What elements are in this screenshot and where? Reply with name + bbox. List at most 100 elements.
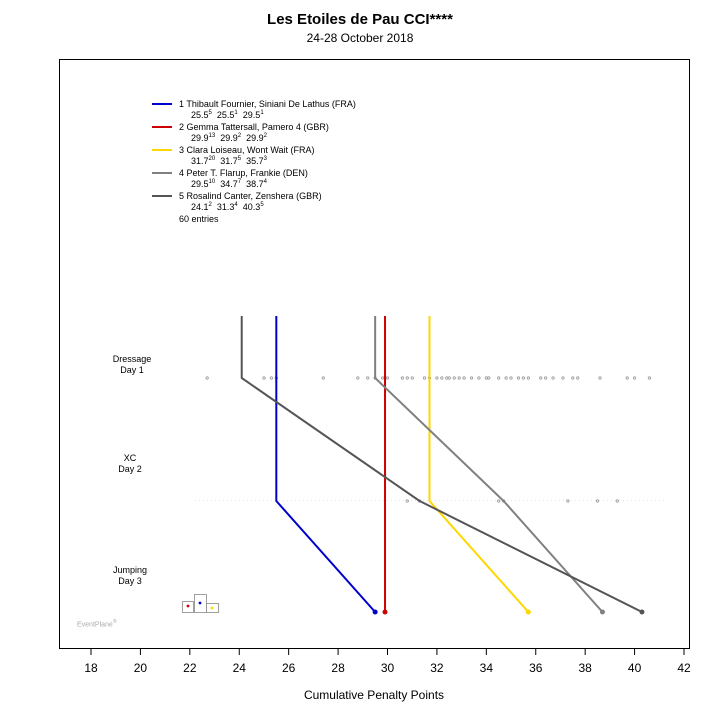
legend-score: 25.5 <box>191 110 209 120</box>
stage-label-line2: Day 1 <box>120 365 144 375</box>
legend-entries-count: 60 entries <box>179 214 219 224</box>
legend-score-rank: 1 <box>234 110 238 116</box>
legend-score-rank: 2 <box>237 133 242 139</box>
field-dot <box>422 376 427 380</box>
field-dot <box>504 376 508 380</box>
brand-name: EventPlane <box>77 621 113 629</box>
field-dot <box>457 376 461 380</box>
field-dot <box>598 376 602 380</box>
x-tick-label: 22 <box>183 661 197 675</box>
chart-subtitle: 24-28 October 2018 <box>306 31 414 45</box>
x-axis-label: Cumulative Penalty Points <box>303 688 445 702</box>
field-dot <box>561 376 565 380</box>
field-dot <box>385 376 390 380</box>
legend-score: 38.7 <box>246 179 264 189</box>
field-dot <box>410 376 414 380</box>
legend-rider-horse: 2 Gemma Tattersall, Pamero 4 (GBR) <box>179 122 329 132</box>
series-line <box>240 316 643 613</box>
series-line <box>275 316 376 613</box>
legend-score-rank: 3 <box>263 156 267 162</box>
legend-score: 31.7 <box>220 156 238 166</box>
legend-score: 29.9 <box>191 133 209 143</box>
legend-scores: 29.510 34.77 38.74 <box>191 179 267 190</box>
field-dot <box>487 376 491 380</box>
x-tick-label: 20 <box>134 661 148 675</box>
field-dot <box>551 376 555 380</box>
legend-score: 29.5 <box>191 179 209 189</box>
x-tick-label: 38 <box>578 661 592 675</box>
legend-score-rank: 4 <box>234 202 238 208</box>
legend-swatch <box>152 149 172 151</box>
x-tick-label: 42 <box>677 661 691 675</box>
field-dot <box>615 499 619 503</box>
series-end-point <box>525 609 531 615</box>
field-dot <box>647 376 652 380</box>
field-dot <box>445 376 449 380</box>
field-dot <box>544 376 548 380</box>
field-dot <box>632 376 637 380</box>
field-dot <box>521 376 525 380</box>
legend-score-rank: 5 <box>260 202 264 208</box>
legend-score: 40.3 <box>242 202 261 212</box>
brand-logo: EventPlane® <box>77 619 117 628</box>
stage-label-line1: Jumping <box>112 565 148 575</box>
field-dot <box>435 376 439 380</box>
x-tick-label: 34 <box>480 661 494 675</box>
field-dot <box>469 376 474 380</box>
stage-label-jumping: Jumping Day 3 <box>95 565 165 587</box>
legend-score-rank: 7 <box>237 179 242 185</box>
field-dot <box>405 499 409 503</box>
field-dot <box>205 376 209 380</box>
series-line <box>374 316 604 613</box>
field-dot <box>571 376 575 380</box>
legend-score: 29.9 <box>220 133 238 143</box>
legend-scores: 25.55 25.51 29.51 <box>191 110 264 121</box>
field-dot <box>484 376 488 380</box>
field-dot <box>262 376 266 380</box>
field-dot <box>447 376 451 380</box>
series-line <box>428 316 530 613</box>
legend-score-rank: 1 <box>260 110 264 116</box>
field-dot <box>576 376 580 380</box>
legend-score: 25.5 <box>216 110 235 120</box>
x-tick-label: 26 <box>282 661 296 675</box>
field-dot <box>321 376 325 380</box>
legend-score: 35.7 <box>246 156 264 166</box>
x-tick-label: 32 <box>430 661 444 675</box>
x-tick-label: 40 <box>628 661 642 675</box>
field-dot <box>462 376 466 380</box>
field-dot <box>477 376 481 380</box>
stage-label-line2: Day 3 <box>118 576 142 586</box>
stage-label-line1: Dressage <box>112 354 152 364</box>
x-tick-label: 28 <box>331 661 345 675</box>
legend-scores: 29.913 29.92 29.92 <box>191 133 267 144</box>
legend-score-rank: 2 <box>208 202 212 208</box>
legend-score-rank: 2 <box>263 133 267 139</box>
chart-title: Les Etoiles de Pau CCI**** <box>267 11 453 28</box>
x-tick-label: 24 <box>233 661 247 675</box>
field-dot <box>566 499 570 503</box>
legend-score-rank: 10 <box>208 179 216 185</box>
legend-swatch <box>152 126 172 128</box>
legend-swatch <box>152 195 172 197</box>
stage-label-xc: XC Day 2 <box>95 453 165 475</box>
field-dot <box>516 376 521 380</box>
field-dot <box>405 376 409 380</box>
field-dot <box>497 499 501 503</box>
series-lines <box>240 316 645 615</box>
field-dot <box>380 376 385 380</box>
podium-dot-second <box>186 604 190 608</box>
field-dot <box>595 499 600 503</box>
legend-score-rank: 5 <box>237 156 242 162</box>
field-dot <box>625 376 629 380</box>
x-tick-label: 18 <box>84 661 98 675</box>
field-dot <box>497 376 501 380</box>
legend-score-rank: 4 <box>263 179 267 185</box>
legend-score: 24.1 <box>191 202 209 212</box>
legend-rider-horse: 1 Thibault Fournier, Siniani De Lathus (… <box>179 99 356 109</box>
legend-score: 29.5 <box>242 110 261 120</box>
podium-icon <box>182 594 219 613</box>
field-dot <box>269 376 273 380</box>
field-dot <box>440 376 444 380</box>
